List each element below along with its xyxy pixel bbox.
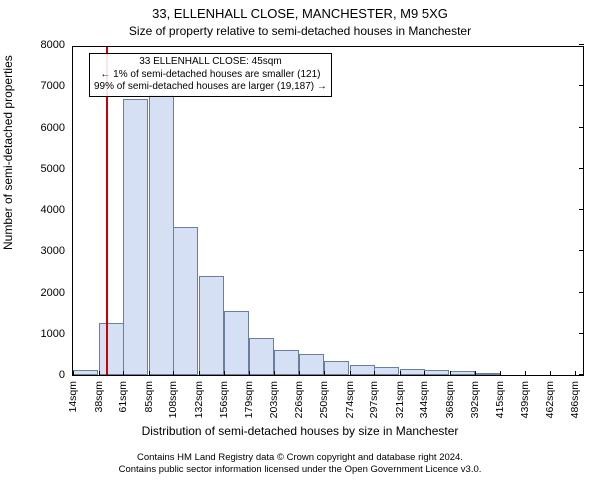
y-tick-label: 2000: [41, 287, 73, 299]
x-tick-mark: [475, 371, 476, 376]
histogram-bar: [173, 227, 198, 376]
chart-container: 33, ELLENHALL CLOSE, MANCHESTER, M9 5XG …: [0, 0, 600, 500]
x-tick-label: 132sqm: [193, 381, 205, 418]
footer-line-2: Contains public sector information licen…: [0, 464, 600, 476]
y-tick-label: 4000: [41, 204, 73, 216]
x-tick-mark: [525, 371, 526, 376]
y-tick-mark: [579, 333, 584, 334]
histogram-bar: [73, 370, 98, 375]
x-tick-label: 203sqm: [268, 381, 280, 418]
x-tick-label: 439sqm: [519, 381, 531, 418]
x-tick-mark: [99, 371, 100, 376]
y-tick-label: 7000: [41, 80, 73, 92]
histogram-bar: [249, 338, 274, 375]
histogram-bar: [199, 276, 224, 375]
histogram-bar: [99, 323, 124, 375]
x-tick-label: 14sqm: [67, 381, 79, 413]
x-tick-mark: [550, 371, 551, 376]
y-tick-label: 1000: [41, 328, 73, 340]
x-tick-mark: [500, 371, 501, 376]
x-tick-mark: [173, 371, 174, 376]
plot-area: 01000200030004000500060007000800014sqm38…: [72, 46, 584, 376]
histogram-bar: [149, 95, 174, 376]
x-tick-mark: [73, 371, 74, 376]
x-tick-label: 179sqm: [243, 381, 255, 418]
y-axis-label: Number of semi-detached properties: [1, 55, 15, 250]
x-tick-label: 462sqm: [544, 381, 556, 418]
y-tick-label: 6000: [41, 122, 73, 134]
histogram-bar: [350, 365, 375, 375]
x-tick-label: 250sqm: [318, 381, 330, 418]
histogram-bar: [299, 354, 324, 375]
x-tick-label: 156sqm: [218, 381, 230, 418]
x-tick-label: 368sqm: [444, 381, 456, 418]
x-tick-label: 85sqm: [143, 381, 155, 413]
x-tick-label: 392sqm: [469, 381, 481, 418]
histogram-bar: [475, 373, 500, 375]
histogram-bar: [400, 369, 425, 375]
y-tick-label: 5000: [41, 163, 73, 175]
y-tick-mark: [579, 374, 584, 375]
x-tick-mark: [575, 371, 576, 376]
annotation-box: 33 ELLENHALL CLOSE: 45sqm ← 1% of semi-d…: [89, 53, 332, 97]
annotation-line-2: ← 1% of semi-detached houses are smaller…: [94, 69, 327, 82]
y-tick-mark: [579, 292, 584, 293]
x-tick-mark: [299, 371, 300, 376]
y-tick-label: 8000: [41, 39, 73, 51]
y-tick-label: 3000: [41, 245, 73, 257]
chart-subtitle: Size of property relative to semi-detach…: [0, 24, 600, 38]
x-tick-mark: [199, 371, 200, 376]
chart-title: 33, ELLENHALL CLOSE, MANCHESTER, M9 5XG: [0, 6, 600, 21]
x-tick-label: 415sqm: [494, 381, 506, 418]
x-tick-label: 321sqm: [394, 381, 406, 418]
histogram-bar: [123, 99, 148, 375]
y-tick-mark: [579, 127, 584, 128]
x-tick-label: 274sqm: [344, 381, 356, 418]
x-axis-label: Distribution of semi-detached houses by …: [0, 424, 600, 438]
x-tick-mark: [400, 371, 401, 376]
x-tick-mark: [350, 371, 351, 376]
x-tick-mark: [249, 371, 250, 376]
histogram-bar: [450, 371, 475, 375]
x-tick-label: 226sqm: [293, 381, 305, 418]
x-tick-mark: [324, 371, 325, 376]
x-tick-label: 61sqm: [117, 381, 129, 413]
annotation-line-3: 99% of semi-detached houses are larger (…: [94, 81, 327, 94]
y-tick-label: 0: [59, 369, 73, 381]
histogram-bar: [374, 367, 399, 375]
footer-attribution: Contains HM Land Registry data © Crown c…: [0, 452, 600, 476]
x-tick-mark: [149, 371, 150, 376]
y-tick-mark: [579, 85, 584, 86]
x-tick-mark: [450, 371, 451, 376]
histogram-bar: [224, 311, 249, 375]
x-tick-mark: [123, 371, 124, 376]
x-tick-label: 108sqm: [167, 381, 179, 418]
y-tick-mark: [579, 250, 584, 251]
x-tick-mark: [424, 371, 425, 376]
y-tick-mark: [579, 44, 584, 45]
x-tick-label: 38sqm: [93, 381, 105, 413]
footer-line-1: Contains HM Land Registry data © Crown c…: [0, 452, 600, 464]
x-tick-mark: [224, 371, 225, 376]
y-tick-mark: [579, 168, 584, 169]
x-tick-mark: [374, 371, 375, 376]
x-tick-label: 486sqm: [569, 381, 581, 418]
histogram-bar: [274, 350, 299, 375]
annotation-line-1: 33 ELLENHALL CLOSE: 45sqm: [94, 56, 327, 69]
histogram-bar: [424, 370, 449, 375]
x-tick-mark: [274, 371, 275, 376]
histogram-bar: [324, 361, 349, 375]
y-tick-mark: [579, 209, 584, 210]
x-tick-label: 297sqm: [368, 381, 380, 418]
x-tick-label: 344sqm: [418, 381, 430, 418]
